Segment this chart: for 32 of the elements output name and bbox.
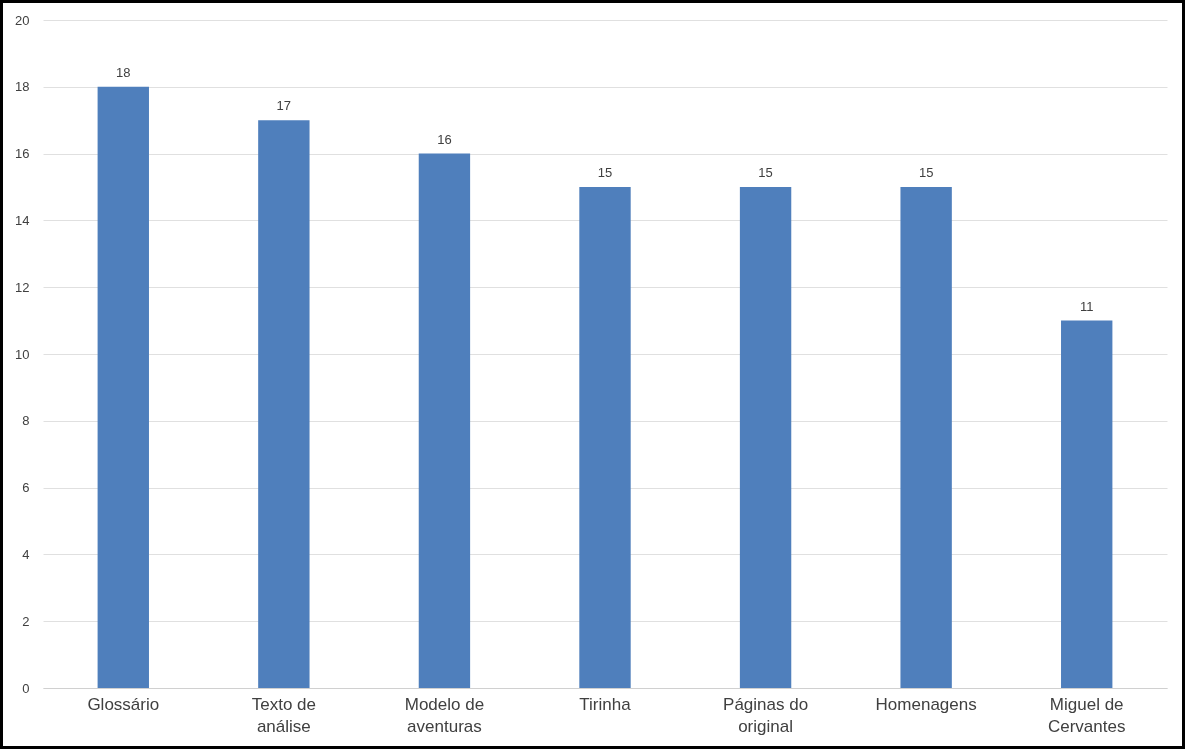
y-tick-label: 14	[15, 212, 30, 228]
bar	[1061, 320, 1113, 688]
bar	[97, 86, 149, 688]
x-tick-label: Glossário	[87, 694, 160, 714]
x-tick-label: Miguel de Cervantes	[1047, 694, 1126, 736]
y-tick-label: 0	[22, 680, 30, 696]
bar	[739, 187, 792, 688]
bar	[258, 120, 310, 688]
data-label: 15	[597, 165, 613, 180]
y-tick-label: 4	[22, 546, 30, 562]
bar	[900, 187, 952, 688]
bar	[418, 153, 471, 688]
data-label: 18	[116, 64, 131, 80]
x-tick-label: Tirinha	[579, 694, 632, 714]
data-label: 15	[918, 165, 934, 180]
data-label: 17	[276, 98, 292, 114]
y-tick-label: 8	[22, 413, 30, 429]
x-tick-label: Homenagens	[875, 694, 977, 714]
y-tick-label: 16	[15, 146, 30, 162]
y-tick-label: 2	[22, 613, 30, 629]
data-label: 16	[437, 131, 452, 147]
y-tick-label: 6	[22, 480, 30, 496]
bar	[579, 187, 631, 688]
data-label: 15	[758, 165, 773, 180]
x-tick-label: Modelo de aventuras	[404, 694, 485, 736]
x-tick-label: Páginas do original	[723, 694, 809, 736]
data-label: 11	[1079, 298, 1094, 314]
y-tick-label: 12	[15, 279, 30, 295]
y-tick-label: 20	[15, 12, 30, 28]
x-tick-label: Texto de análise	[251, 694, 316, 736]
y-tick-label: 18	[15, 79, 30, 95]
y-tick-label: 10	[15, 346, 30, 362]
